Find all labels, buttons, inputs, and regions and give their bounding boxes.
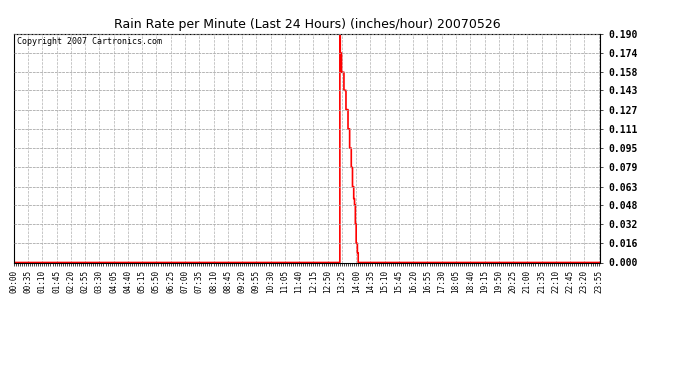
Title: Rain Rate per Minute (Last 24 Hours) (inches/hour) 20070526: Rain Rate per Minute (Last 24 Hours) (in… — [114, 18, 500, 31]
Text: Copyright 2007 Cartronics.com: Copyright 2007 Cartronics.com — [17, 37, 161, 46]
